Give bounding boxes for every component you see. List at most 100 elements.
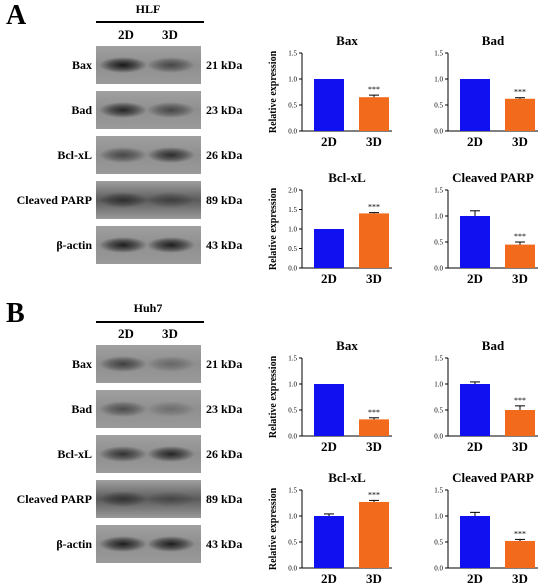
panelA-label-bad: Bad [71,103,92,117]
x-tick-label: 3D [512,439,528,454]
x-tick-label: 2D [321,134,337,149]
bar-3D [359,501,389,568]
y-axis-label: Relative expression [268,487,279,570]
significance-label: *** [368,85,380,94]
bar-2D [314,229,344,268]
x-tick-label: 2D [321,571,337,586]
panelA-blot-bcl-xl [96,136,201,174]
x-tick-label: 3D [512,271,528,286]
y-tick-label: 1.5 [434,355,443,363]
panelB-kda-cleaved-parp: 89 kDa [206,492,243,506]
y-tick-label: 1.0 [288,513,297,521]
x-tick-label: 2D [321,439,337,454]
panelA-blot-bad [96,91,201,129]
panelB-blot-bax [96,345,201,383]
y-tick-label: 1.0 [434,381,443,389]
panelB-blot--actin [96,525,201,563]
panelB-blot-bad [96,390,201,428]
panel-b-lane-3d: 3D [162,326,178,341]
chart-0: Bax 0.0 0.5 1.0 1.5 Relative expression 2D *** 3… [268,33,392,149]
panelB-label-cleaved-parp: Cleaved PARP [16,492,92,506]
y-tick-label: 0.5 [434,407,443,415]
chart-title: Cleaved PARP [452,170,534,185]
chart-title: Bax [336,33,358,48]
chart-title: Bad [482,33,505,48]
bar-2D [460,516,490,568]
chart-2: Bcl-xL 0.0 0.5 1.0 1.5 2.0 Relative expression… [268,170,392,286]
panelB-kda-bad: 23 kDa [206,402,243,416]
bar-2D [314,516,344,568]
panelA-label--actin: β-actin [56,238,92,252]
bar-2D [314,384,344,436]
significance-label: *** [514,88,526,97]
panelB-label--actin: β-actin [56,537,92,551]
panel-b-letter: B [6,298,25,329]
y-tick-label: 1.5 [288,487,297,495]
panelA-label-cleaved-parp: Cleaved PARP [16,193,92,207]
bar-2D [460,79,490,131]
panelA-label-bcl-xl: Bcl-xL [57,148,92,162]
panel-a-lane-3d: 3D [162,27,178,42]
chart-title: Cleaved PARP [452,470,534,485]
y-tick-label: 1.5 [434,50,443,58]
chart-6: Bcl-xL 0.0 0.5 1.0 1.5 Relative expression 2D *… [268,470,392,586]
x-tick-label: 3D [366,134,382,149]
significance-label: *** [368,203,380,212]
bar-3D [505,410,535,436]
chart-title: Bad [482,338,505,353]
bar-3D [359,97,389,131]
panelB-kda--actin: 43 kDa [206,537,243,551]
y-tick-label: 0.0 [434,565,443,573]
y-axis-label: Relative expression [268,355,279,438]
y-tick-label: 0.0 [288,433,297,441]
y-tick-label: 1.0 [288,76,297,84]
panelA-label-bax: Bax [71,58,92,72]
panelB-blot-cleaved-parp [96,480,201,518]
chart-4: Bax 0.0 0.5 1.0 1.5 Relative expression 2D *** 3… [268,338,392,454]
y-tick-label: 0.5 [288,407,297,415]
panel-a-cell-line: HLF [135,2,161,16]
y-tick-label: 1.0 [288,381,297,389]
y-tick-label: 0.0 [288,128,297,136]
x-tick-label: 3D [366,271,382,286]
y-axis-label: Relative expression [268,187,279,270]
panelA-kda--actin: 43 kDa [206,238,243,252]
y-tick-label: 0.5 [434,239,443,247]
chart-3: Cleaved PARP 0.0 0.5 1.0 1.5 2D *** 3D [434,170,538,286]
y-tick-label: 0.5 [434,102,443,110]
chart-1: Bad 0.0 0.5 1.0 1.5 2D *** 3D [434,33,538,149]
y-tick-label: 1.5 [288,50,297,58]
panelA-blot-cleaved-parp [96,181,201,219]
panelB-label-bcl-xl: Bcl-xL [57,447,92,461]
significance-label: *** [368,490,380,499]
y-tick-label: 1.5 [434,187,443,195]
chart-5: Bad 0.0 0.5 1.0 1.5 2D *** 3D [434,338,538,454]
panelA-kda-bad: 23 kDa [206,103,243,117]
y-tick-label: 1.5 [288,206,297,214]
y-tick-label: 0.5 [288,245,297,253]
significance-label: *** [514,232,526,241]
y-axis-label: Relative expression [268,50,279,133]
panelB-kda-bax: 21 kDa [206,357,243,371]
y-tick-label: 2.0 [288,187,297,195]
panel-b-cell-line: Huh7 [133,301,163,315]
bar-3D [359,419,389,436]
x-tick-label: 3D [366,571,382,586]
y-tick-label: 0.0 [434,265,443,273]
y-tick-label: 1.0 [434,513,443,521]
y-tick-label: 1.5 [288,355,297,363]
y-tick-label: 0.0 [434,128,443,136]
y-tick-label: 1.0 [434,213,443,221]
panelB-kda-bcl-xl: 26 kDa [206,447,243,461]
panelB-blot-bcl-xl [96,435,201,473]
bar-3D [505,540,535,568]
panelB-label-bax: Bax [71,357,92,371]
bar-3D [505,98,535,131]
chart-title: Bcl-xL [328,470,366,485]
panelB-label-bad: Bad [71,402,92,416]
y-tick-label: 1.0 [434,76,443,84]
panelA-kda-bcl-xl: 26 kDa [206,148,243,162]
y-tick-label: 0.0 [288,265,297,273]
panelA-kda-cleaved-parp: 89 kDa [206,193,243,207]
y-tick-label: 0.5 [288,539,297,547]
